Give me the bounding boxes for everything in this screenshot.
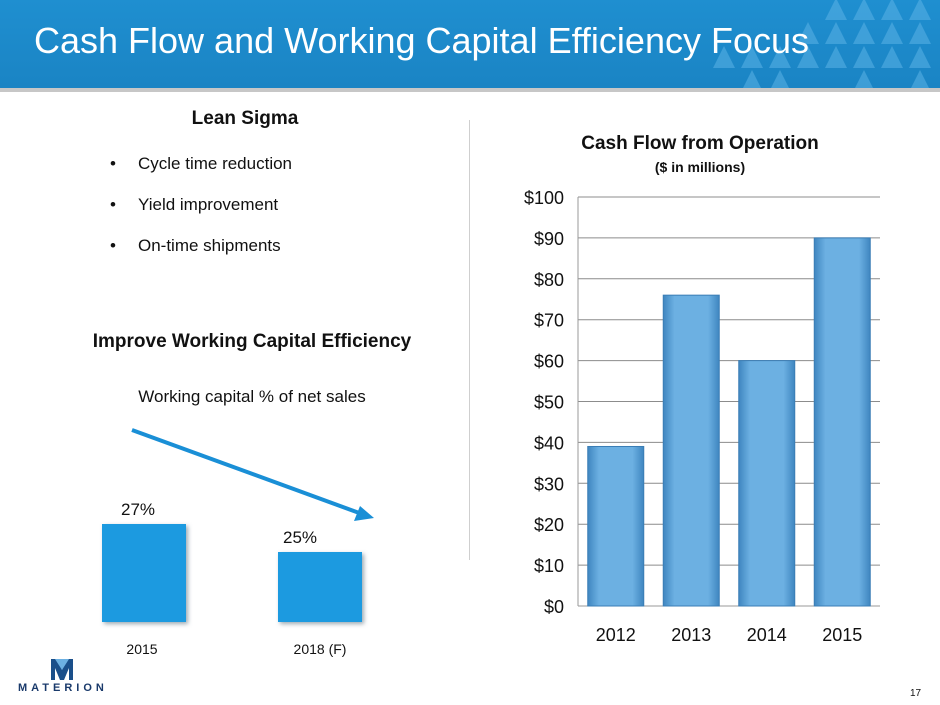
slide-title: Cash Flow and Working Capital Efficiency… xyxy=(34,20,810,61)
list-item: • Yield improvement xyxy=(110,193,292,234)
data-label: 25% xyxy=(283,528,317,547)
triangle-shape xyxy=(853,46,875,68)
triangle-shape xyxy=(713,46,735,68)
bar-2014 xyxy=(738,360,796,607)
working-capital-chart: 27% 2015 25% 2018 (F) xyxy=(102,428,374,657)
bar-2015 xyxy=(813,237,871,607)
triangle-shape xyxy=(911,70,929,88)
cash-flow-chart: $0 $10 $20 $30 $40 $50 $60 $70 $80 $90 $100 2012 201… xyxy=(524,188,880,645)
triangle-pattern-icon xyxy=(713,0,931,88)
triangle-shape xyxy=(881,22,903,44)
triangle-shape xyxy=(797,46,819,68)
y-tick-label: $0 xyxy=(544,597,564,617)
bullet-text: Cycle time reduction xyxy=(138,154,293,173)
trend-arrow-line xyxy=(131,428,363,516)
triangle-shape xyxy=(909,46,931,68)
materion-logo: MATERION xyxy=(14,656,114,701)
triangle-shape xyxy=(797,22,819,44)
triangle-shape xyxy=(825,46,847,68)
x-tick-label: 2013 xyxy=(671,625,711,645)
column-divider xyxy=(469,120,470,560)
working-capital-subtitle: Working capital % of net sales xyxy=(138,387,366,406)
title-bar: Cash Flow and Working Capital Efficiency… xyxy=(0,0,940,88)
working-capital-heading: Improve Working Capital Efficiency xyxy=(92,331,412,352)
bullet-icon: • xyxy=(110,154,116,173)
list-item: • Cycle time reduction xyxy=(110,152,292,193)
bullet-text: On-time shipments xyxy=(138,236,281,255)
y-tick-label: $90 xyxy=(534,229,564,249)
triangle-shape xyxy=(825,22,847,44)
x-tick-label: 2015 xyxy=(822,625,862,645)
bar-2013 xyxy=(662,294,720,607)
y-tick-label: $40 xyxy=(534,433,564,453)
triangle-shape xyxy=(853,22,875,44)
list-item: • On-time shipments xyxy=(110,234,292,275)
bar-2012 xyxy=(587,445,645,607)
x-tick-label: 2014 xyxy=(747,625,787,645)
triangle-shape xyxy=(743,70,761,88)
cash-flow-chart-subtitle: ($ in millions) xyxy=(654,159,746,175)
bullet-icon: • xyxy=(110,195,116,214)
materion-logo-icon xyxy=(51,659,73,680)
x-tick-label: 2012 xyxy=(596,625,636,645)
lean-sigma-heading: Lean Sigma xyxy=(191,108,299,129)
triangle-shape xyxy=(881,0,903,20)
y-tick-label: $20 xyxy=(534,515,564,535)
triangle-shape xyxy=(909,0,931,20)
logo-text: MATERION xyxy=(18,682,108,694)
bullet-text: Yield improvement xyxy=(138,195,279,214)
data-label: 27% xyxy=(121,500,155,519)
triangle-shape xyxy=(855,70,873,88)
triangle-shape xyxy=(909,22,931,44)
arrow-head-icon xyxy=(354,506,374,521)
triangle-shape xyxy=(881,46,903,68)
y-tick-label: $60 xyxy=(534,352,564,372)
lean-sigma-list: • Cycle time reduction • Yield improvement… xyxy=(110,152,292,275)
y-tick-label: $50 xyxy=(534,393,564,413)
page-number: 17 xyxy=(910,688,922,699)
y-tick-label: $30 xyxy=(534,474,564,494)
triangle-shape xyxy=(853,0,875,20)
triangle-shape xyxy=(825,0,847,20)
bar-2015 xyxy=(102,524,186,622)
y-tick-label: $100 xyxy=(524,188,564,208)
x-tick-label: 2018 (F) xyxy=(294,641,347,657)
y-tick-label: $70 xyxy=(534,311,564,331)
triangle-shape xyxy=(741,46,763,68)
x-tick-label: 2015 xyxy=(126,641,157,657)
y-tick-label: $80 xyxy=(534,270,564,290)
bar-2018 (F) xyxy=(278,552,362,622)
triangle-shape xyxy=(769,46,791,68)
y-tick-label: $10 xyxy=(534,556,564,576)
cash-flow-chart-title: Cash Flow from Operation xyxy=(581,133,819,154)
header-divider xyxy=(0,88,940,92)
triangle-shape xyxy=(771,70,789,88)
bullet-icon: • xyxy=(110,236,116,255)
